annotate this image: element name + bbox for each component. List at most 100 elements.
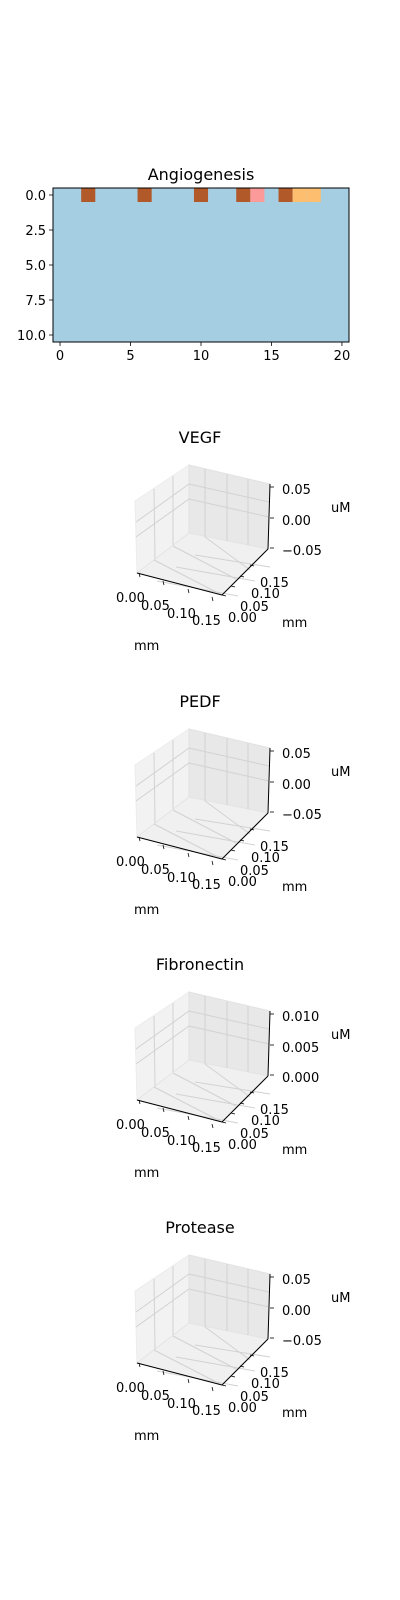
- gridline: [153, 1086, 223, 1123]
- x-tick: [211, 1123, 214, 1129]
- x-tick-label: 0.10: [167, 871, 196, 886]
- z-tick-label: −0.05: [282, 1334, 322, 1349]
- y-axis-label: mm: [282, 616, 307, 631]
- z-axis-line: [267, 1010, 271, 1077]
- x-tick-label: 0.05: [141, 1126, 170, 1141]
- x-tick: [162, 1107, 165, 1113]
- gridline: [135, 747, 190, 787]
- gridline: [188, 1010, 270, 1030]
- x-tick: [138, 572, 141, 578]
- heatmap-cell: [81, 188, 96, 202]
- y-axis-label: mm: [282, 880, 307, 895]
- gridline: [204, 536, 251, 571]
- x-tick-label: 0.10: [167, 607, 196, 622]
- gridline: [188, 747, 270, 767]
- y-tick-label: 5.0: [25, 259, 46, 274]
- protease-title: Protease: [165, 1218, 234, 1237]
- z-axis-line: [267, 483, 271, 550]
- gridline: [194, 554, 271, 568]
- y-tick-label: 0.10: [251, 1377, 280, 1392]
- heatmap-background: [53, 188, 349, 342]
- x-tick-label: 0.15: [192, 1141, 221, 1156]
- z-tick-label: 0.05: [282, 747, 311, 762]
- x-axis-line: [136, 1099, 223, 1123]
- vegf-title: VEGF: [179, 428, 222, 447]
- z-tick-label: 0.05: [282, 1273, 311, 1288]
- x-tick: [211, 860, 214, 866]
- gridline: [194, 818, 271, 832]
- y-tick-label: 0.15: [260, 1103, 289, 1118]
- y-tick-label: 0.15: [260, 576, 289, 591]
- heatmap-cell: [306, 188, 321, 202]
- gridline: [188, 1273, 270, 1293]
- y-tick: [239, 1102, 245, 1105]
- x-tick: [211, 1386, 214, 1392]
- x-tick-label: 0.00: [116, 855, 145, 870]
- angiogenesis-heatmap: Angiogenesis 0 5 10 15 20 0.0 2.5 5.0 7.5 10.0: [17, 165, 350, 364]
- y-tick-label: 0.15: [260, 1366, 289, 1381]
- y-tick: [221, 858, 227, 861]
- y-tick-label: 0.05: [240, 1127, 269, 1142]
- heatmap-cell: [278, 188, 293, 202]
- y-tick: [239, 575, 245, 578]
- gridline: [135, 1010, 190, 1050]
- heatmap-title: Angiogenesis: [148, 165, 255, 184]
- x-tick-label: 0.15: [192, 614, 221, 629]
- z-tick-label: 0.005: [282, 1041, 319, 1056]
- gridline: [194, 1081, 271, 1095]
- x-tick-label: 0.05: [141, 863, 170, 878]
- y-tick: [239, 1365, 245, 1368]
- pedf-3d-plot: 0.000.050.100.15 0.000.050.100.150.050.00…: [116, 692, 350, 918]
- y-tick: [249, 564, 255, 567]
- pedf-title: PEDF: [179, 692, 220, 711]
- gridline: [135, 498, 190, 538]
- y-axis-line: [221, 548, 269, 596]
- x-tick-label: 0.00: [116, 1381, 145, 1396]
- x-axis-line: [136, 836, 223, 860]
- gridline: [204, 1326, 251, 1361]
- x-axis-label: mm: [134, 1166, 159, 1181]
- x-tick: [138, 1099, 141, 1105]
- gridline: [188, 483, 270, 503]
- y-tick: [221, 1121, 227, 1124]
- x-tick: [138, 836, 141, 842]
- z-tick-label: −0.05: [282, 808, 322, 823]
- gridline: [135, 1025, 190, 1065]
- x-tick: [162, 844, 165, 850]
- x-axis-label: mm: [134, 1429, 159, 1444]
- y-axis-label: mm: [282, 1143, 307, 1158]
- z-tick-label: 0.000: [282, 1071, 319, 1086]
- y-tick-label: 0.15: [260, 840, 289, 855]
- x-tick-label: 5: [126, 349, 134, 364]
- y-tick: [249, 828, 255, 831]
- y-tick: [221, 1384, 227, 1387]
- z-tick-label: 0.00: [282, 1304, 311, 1319]
- x-tick-label: 0.10: [167, 1134, 196, 1149]
- z-tick-label: 0.00: [282, 778, 311, 793]
- gridline: [172, 809, 237, 844]
- gridline: [175, 566, 256, 582]
- gridline: [135, 1273, 190, 1313]
- gridline: [175, 1356, 256, 1372]
- z-axis-label: uM: [331, 1028, 350, 1043]
- x-tick-label: 0.05: [141, 599, 170, 614]
- gridline: [204, 800, 251, 835]
- gridline: [172, 1072, 237, 1107]
- fibronectin-title: Fibronectin: [156, 955, 244, 974]
- z-axis-label: uM: [331, 501, 350, 516]
- y-tick-label: 0.10: [251, 587, 280, 602]
- x-tick-label: 0.00: [116, 591, 145, 606]
- x-tick-label: 0.10: [167, 1397, 196, 1412]
- x-tick: [138, 1362, 141, 1368]
- heatmap-cell: [292, 188, 307, 202]
- z-axis-line: [267, 1273, 271, 1340]
- z-axis-label: uM: [331, 1291, 350, 1306]
- y-tick: [230, 1112, 236, 1115]
- x-tick-label: 20: [334, 349, 351, 364]
- vegf-3d-plot: 0.000.050.100.15 0.000.050.100.150.050.00…: [116, 428, 350, 654]
- heatmap-cell: [236, 188, 251, 202]
- z-tick-label: 0.05: [282, 483, 311, 498]
- y-tick-label: 0.05: [240, 600, 269, 615]
- y-tick: [249, 1354, 255, 1357]
